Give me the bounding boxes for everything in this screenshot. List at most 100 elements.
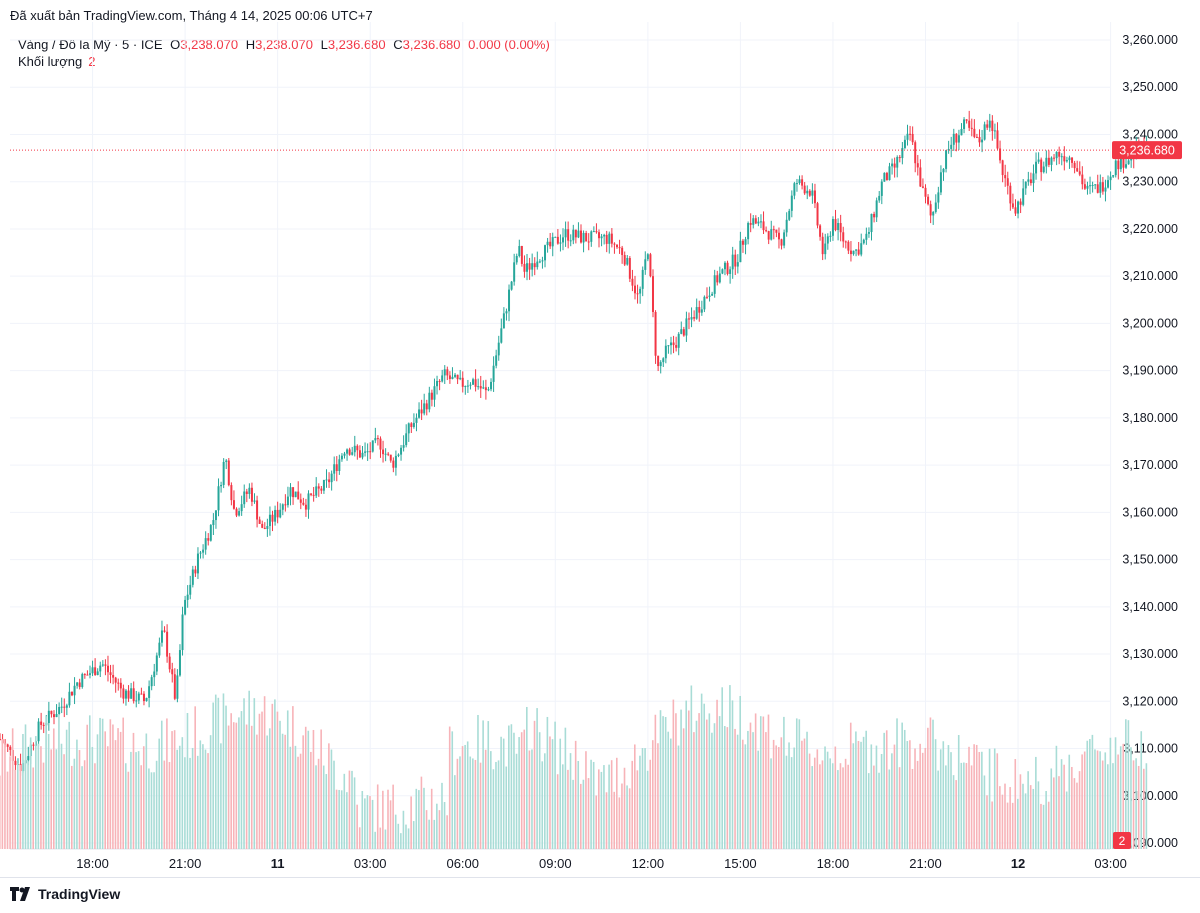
- candle-body: [268, 514, 271, 527]
- candle-body: [968, 120, 971, 128]
- volume-bar: [235, 722, 238, 849]
- candle-body: [515, 256, 518, 263]
- open-label: O: [170, 37, 181, 52]
- volume-bar: [40, 746, 42, 849]
- candle-body: [436, 381, 439, 387]
- volume-bar: [122, 717, 124, 849]
- candle-body: [338, 459, 341, 471]
- volume-bar: [243, 698, 245, 849]
- volume-bar: [770, 758, 772, 849]
- volume-bar: [523, 729, 526, 849]
- volume-bar: [446, 815, 448, 849]
- volume-bar: [957, 735, 960, 849]
- volume-bar: [978, 751, 981, 849]
- volume-bar: [410, 796, 412, 849]
- candle-body: [83, 674, 86, 676]
- volume-bar: [16, 763, 19, 849]
- volume-bar: [214, 694, 217, 849]
- volume-bar: [590, 759, 592, 849]
- volume-bar: [356, 804, 358, 849]
- candle-body: [721, 269, 724, 274]
- volume-bar: [148, 768, 150, 849]
- volume-bar: [153, 772, 155, 849]
- candle-body: [281, 504, 284, 510]
- candle-body: [981, 139, 984, 143]
- volume-bar: [178, 745, 181, 849]
- candle-body: [130, 688, 133, 699]
- volume-bar: [379, 827, 382, 849]
- volume-bar: [675, 713, 677, 849]
- volume-bar: [397, 823, 400, 849]
- candle-body: [466, 385, 469, 387]
- candle-body: [1024, 181, 1027, 189]
- volume-bar: [330, 749, 333, 849]
- volume-bar: [477, 714, 479, 849]
- candle-body: [158, 642, 161, 656]
- candle-body: [348, 449, 351, 455]
- volume-bar: [937, 770, 939, 849]
- volume-bar: [19, 764, 22, 849]
- volume-bar: [857, 740, 860, 849]
- volume-label[interactable]: Khối lượng: [18, 54, 83, 69]
- volume-bar: [389, 800, 392, 849]
- candle-body: [942, 168, 945, 173]
- volume-bar: [911, 768, 914, 849]
- candle-body: [916, 163, 919, 168]
- candle-body: [736, 262, 739, 267]
- candle-body: [171, 669, 174, 675]
- candle-body: [397, 454, 400, 456]
- candle-body: [250, 487, 253, 502]
- candle-body: [58, 706, 61, 715]
- volume-bar: [109, 719, 112, 849]
- volume-bar: [865, 730, 867, 849]
- symbol-label[interactable]: Vàng / Đô la Mỹ · 5 · ICE: [18, 37, 163, 52]
- volume-bar: [1014, 759, 1017, 849]
- volume-bar: [721, 687, 724, 849]
- candle-body: [1058, 151, 1061, 157]
- volume-bar: [117, 728, 119, 849]
- volume-bar: [1078, 771, 1081, 849]
- candle-body: [770, 229, 773, 240]
- candle-body: [1037, 159, 1040, 162]
- candle-body: [556, 236, 559, 244]
- candle-body: [1050, 157, 1053, 165]
- candle-body: [376, 438, 379, 440]
- volume-bar: [271, 703, 274, 849]
- price-chart[interactable]: 3,260.000 3,250.000 3,240.000 3,230.000 3,22…: [0, 0, 1200, 880]
- candle-body: [101, 664, 104, 666]
- candle-body: [1125, 164, 1128, 168]
- chart-legend: Vàng / Đô la Mỹ · 5 · ICE O3,238.070 H3,…: [18, 36, 550, 54]
- volume-bar: [613, 791, 616, 849]
- candle-body: [533, 263, 536, 268]
- volume-bar: [418, 790, 420, 849]
- candle-body: [1027, 179, 1030, 182]
- volume-bar: [718, 716, 721, 849]
- candle-body: [1068, 157, 1071, 161]
- volume-bar: [168, 762, 171, 849]
- candle-body: [844, 241, 847, 243]
- volume-bar: [749, 722, 752, 849]
- volume-bar: [813, 757, 816, 849]
- volume-bar: [58, 714, 60, 849]
- candle-body: [523, 263, 526, 272]
- candle-body: [759, 221, 762, 223]
- candle-body: [644, 259, 647, 270]
- candle-body: [934, 202, 937, 212]
- volume-bar: [795, 718, 798, 849]
- candle-body: [772, 229, 775, 231]
- volume-bar: [127, 771, 130, 849]
- volume-bar: [734, 728, 736, 849]
- volume-bar: [641, 748, 644, 849]
- candle-body: [186, 594, 189, 600]
- volume-bar: [592, 761, 595, 849]
- volume-bar: [885, 730, 888, 849]
- candle-body: [166, 631, 169, 657]
- volume-bar: [1017, 798, 1019, 849]
- candle-body: [400, 447, 403, 455]
- volume-bar: [119, 731, 122, 849]
- candle-body: [878, 195, 881, 201]
- candle-body: [885, 172, 888, 181]
- volume-bar: [867, 773, 870, 849]
- candle-body: [32, 744, 35, 746]
- candle-body: [379, 438, 382, 450]
